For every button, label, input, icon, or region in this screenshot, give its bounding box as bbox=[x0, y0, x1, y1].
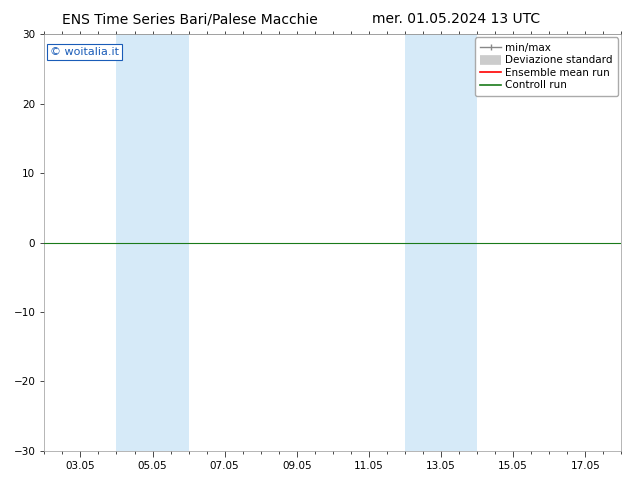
Legend: min/max, Deviazione standard, Ensemble mean run, Controll run: min/max, Deviazione standard, Ensemble m… bbox=[476, 37, 618, 96]
Bar bbox=[405, 34, 477, 451]
Text: mer. 01.05.2024 13 UTC: mer. 01.05.2024 13 UTC bbox=[372, 12, 541, 26]
Text: © woitalia.it: © woitalia.it bbox=[50, 47, 119, 57]
Text: ENS Time Series Bari/Palese Macchie: ENS Time Series Bari/Palese Macchie bbox=[62, 12, 318, 26]
Bar bbox=[117, 34, 189, 451]
